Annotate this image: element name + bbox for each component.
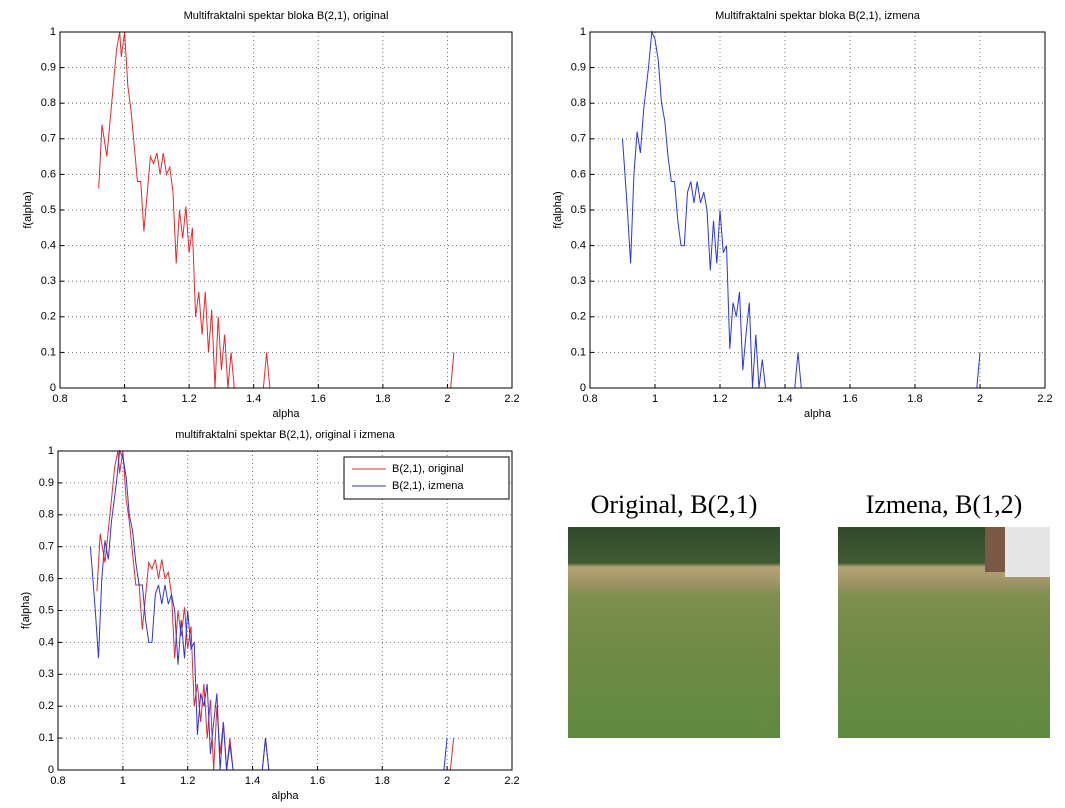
y-tick-label: 1 <box>48 445 54 457</box>
y-tick-label: 0.1 <box>41 346 56 358</box>
image-original <box>568 527 780 738</box>
x-tick-label: 1.2 <box>181 393 196 405</box>
y-tick-label: 0.4 <box>571 240 586 252</box>
legend-box <box>343 456 510 500</box>
x-tick-label: 1 <box>122 393 128 405</box>
x-tick-label: 0.8 <box>582 393 597 405</box>
axes-box <box>589 31 1046 389</box>
x-tick-label: 0.8 <box>52 393 67 405</box>
y-tick-label: 1 <box>580 26 586 38</box>
x-tick-label: 1.2 <box>180 775 195 787</box>
x-tick-label: 2.2 <box>504 775 519 787</box>
y-tick-label: 0.8 <box>39 509 54 521</box>
legend-label: B(2,1), original <box>392 463 464 475</box>
y-tick-label: 0.1 <box>39 732 54 744</box>
y-tick-label: 0.9 <box>39 477 54 489</box>
y-tick-label: 0.2 <box>39 700 54 712</box>
chart-title: Multifraktalni spektar bloka B(2,1), izm… <box>715 10 921 22</box>
x-tick-label: 0.8 <box>50 775 65 787</box>
x-axis-label: alpha <box>273 408 301 420</box>
y-tick-label: 0.9 <box>41 62 56 74</box>
y-tick-label: 0.3 <box>41 275 56 287</box>
y-tick-label: 0.5 <box>39 604 54 616</box>
y-axis-label: f(alpha) <box>552 191 564 228</box>
data-line <box>98 31 455 389</box>
y-tick-label: 0.9 <box>571 62 586 74</box>
y-tick-label: 1 <box>50 26 56 38</box>
y-tick-label: 0.7 <box>41 133 56 145</box>
legend-label: B(2,1), izmena <box>392 480 464 492</box>
chart-title: multifraktalni spektar B(2,1), original … <box>175 429 395 441</box>
y-tick-label: 0.8 <box>41 97 56 109</box>
x-axis-label: alpha <box>804 408 832 420</box>
y-axis-label: f(alpha) <box>20 592 32 629</box>
y-tick-label: 0.7 <box>571 133 586 145</box>
axes-box <box>59 31 513 389</box>
y-tick-label: 0.6 <box>571 168 586 180</box>
x-tick-label: 1.6 <box>311 393 326 405</box>
y-tick-label: 0.1 <box>571 346 586 358</box>
x-axis-label: alpha <box>272 790 300 802</box>
x-tick-label: 1.8 <box>375 393 390 405</box>
x-tick-label: 1.4 <box>246 393 261 405</box>
y-tick-label: 0.8 <box>571 97 586 109</box>
x-tick-label: 1.6 <box>310 775 325 787</box>
x-tick-label: 2.2 <box>504 393 519 405</box>
image-detail <box>985 527 1005 572</box>
x-tick-label: 1.2 <box>712 393 727 405</box>
x-tick-label: 2 <box>977 393 983 405</box>
image-caption: Izmena, B(1,2) <box>866 490 1023 519</box>
x-tick-label: 1.8 <box>907 393 922 405</box>
chart-title: Multifraktalni spektar bloka B(2,1), ori… <box>184 10 389 22</box>
y-tick-label: 0.3 <box>39 668 54 680</box>
x-tick-label: 2.2 <box>1037 393 1052 405</box>
y-tick-label: 0.2 <box>41 311 56 323</box>
y-tick-label: 0.2 <box>571 311 586 323</box>
y-tick-label: 0 <box>580 382 586 394</box>
y-tick-label: 0 <box>50 382 56 394</box>
axes-box <box>57 450 513 771</box>
x-tick-label: 2 <box>444 775 450 787</box>
x-tick-label: 1 <box>652 393 658 405</box>
image-caption: Original, B(2,1) <box>591 490 758 519</box>
y-tick-label: 0.7 <box>39 541 54 553</box>
image-detail <box>1005 527 1050 577</box>
y-tick-label: 0.4 <box>39 636 54 648</box>
y-tick-label: 0.4 <box>41 240 56 252</box>
y-tick-label: 0.6 <box>41 168 56 180</box>
y-tick-label: 0.5 <box>41 204 56 216</box>
y-tick-label: 0 <box>48 764 54 776</box>
x-tick-label: 2 <box>444 393 450 405</box>
y-tick-label: 0.5 <box>571 204 586 216</box>
x-tick-label: 1.8 <box>375 775 390 787</box>
x-tick-label: 1.4 <box>245 775 260 787</box>
x-tick-label: 1.6 <box>842 393 857 405</box>
y-tick-label: 0.3 <box>571 275 586 287</box>
y-tick-label: 0.6 <box>39 573 54 585</box>
y-axis-label: f(alpha) <box>22 191 34 228</box>
x-tick-label: 1.4 <box>777 393 792 405</box>
x-tick-label: 1 <box>120 775 126 787</box>
